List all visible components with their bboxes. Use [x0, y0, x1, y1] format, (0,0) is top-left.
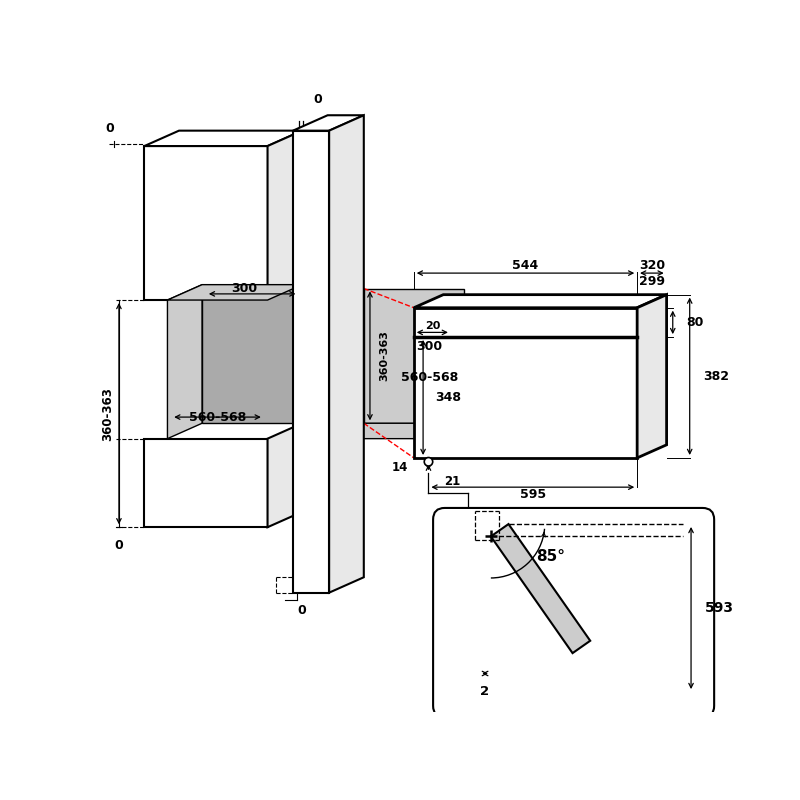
Polygon shape [267, 130, 302, 300]
Text: 0: 0 [114, 538, 123, 552]
Polygon shape [293, 115, 364, 130]
Polygon shape [637, 294, 666, 458]
Text: 593: 593 [705, 601, 734, 615]
Circle shape [424, 458, 433, 466]
Text: 300: 300 [416, 340, 442, 353]
Text: 382: 382 [703, 370, 730, 382]
Text: 595: 595 [520, 488, 546, 502]
Polygon shape [202, 285, 302, 423]
Text: 299: 299 [639, 274, 665, 288]
Text: 0: 0 [106, 122, 114, 134]
Polygon shape [144, 438, 267, 527]
Polygon shape [414, 294, 666, 308]
Text: 348: 348 [435, 391, 462, 404]
Text: 20: 20 [425, 322, 440, 331]
Polygon shape [144, 130, 302, 146]
Text: 300: 300 [231, 282, 258, 295]
Text: 21: 21 [444, 475, 461, 488]
Polygon shape [267, 423, 302, 527]
Polygon shape [364, 289, 464, 423]
Polygon shape [167, 285, 202, 438]
Text: 85°: 85° [537, 549, 566, 564]
Text: 360-363: 360-363 [101, 386, 114, 441]
Polygon shape [144, 146, 267, 300]
Text: 360-363: 360-363 [379, 330, 389, 382]
Text: 2: 2 [480, 685, 490, 698]
Text: 80: 80 [686, 316, 704, 329]
Text: 560-568: 560-568 [189, 410, 246, 423]
Text: 0: 0 [314, 93, 322, 106]
Polygon shape [329, 423, 464, 438]
Text: 0: 0 [298, 604, 306, 618]
Text: 14: 14 [391, 461, 408, 474]
Polygon shape [293, 130, 329, 593]
Text: 544: 544 [512, 259, 538, 272]
Polygon shape [329, 289, 364, 438]
FancyBboxPatch shape [433, 508, 714, 718]
Text: 320: 320 [639, 259, 665, 272]
Polygon shape [491, 524, 590, 653]
Text: 560-568: 560-568 [401, 370, 458, 383]
Polygon shape [329, 115, 364, 593]
Polygon shape [167, 285, 302, 300]
Polygon shape [414, 308, 637, 458]
